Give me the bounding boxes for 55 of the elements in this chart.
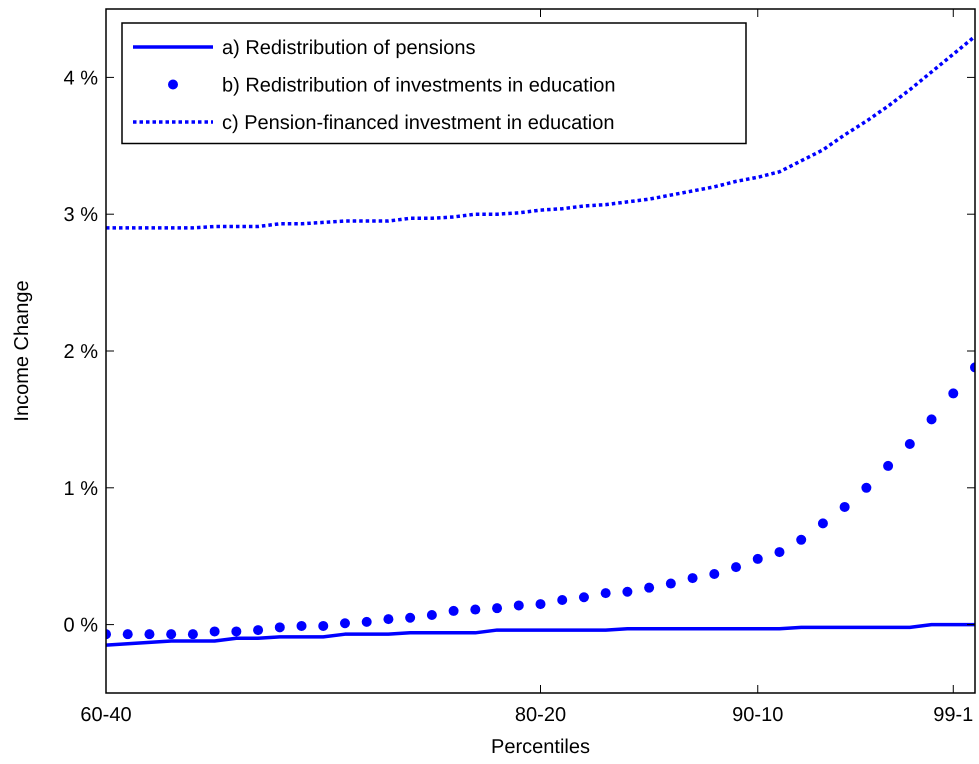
point <box>536 599 546 610</box>
point <box>470 604 480 615</box>
y-tick-label: 4 % <box>64 67 98 90</box>
point <box>666 578 676 589</box>
legend-label: a) Redistribution of pensions <box>222 37 476 59</box>
point <box>188 629 198 640</box>
y-tick-label: 3 % <box>64 204 98 226</box>
legend-label: b) Redistribution of investments in education <box>222 74 616 96</box>
y-tick-label: 1 % <box>64 478 98 500</box>
point <box>840 502 850 512</box>
x-axis-title: Percentiles <box>491 736 590 758</box>
y-tick-label: 2 % <box>64 341 98 363</box>
point <box>861 482 872 493</box>
line-series <box>106 622 975 647</box>
point <box>340 618 350 628</box>
y-tick-label: 0 % <box>64 614 98 637</box>
point <box>405 612 416 623</box>
point <box>122 629 133 640</box>
point <box>926 414 937 424</box>
point <box>514 600 524 610</box>
point <box>796 534 806 545</box>
line-series <box>106 34 975 230</box>
point <box>904 439 915 450</box>
point <box>709 568 720 579</box>
point <box>883 460 894 471</box>
point <box>426 610 437 620</box>
point <box>274 622 285 632</box>
point <box>448 606 459 616</box>
x-tick-label: 60-40 <box>80 704 132 726</box>
point <box>231 626 242 636</box>
point <box>253 625 264 636</box>
point <box>818 518 828 528</box>
point <box>774 547 784 558</box>
x-tick-label: 90-10 <box>732 704 784 726</box>
point <box>383 614 394 624</box>
point <box>600 588 611 598</box>
x-tick-label: 80-20 <box>514 704 566 726</box>
point <box>948 388 958 398</box>
point <box>731 562 742 572</box>
point <box>578 592 589 602</box>
point <box>318 620 328 631</box>
point <box>144 629 154 640</box>
point <box>296 620 307 631</box>
point <box>362 616 372 627</box>
point <box>622 586 632 597</box>
point <box>166 629 176 640</box>
x-tick-label: 99-1 <box>933 704 974 726</box>
point <box>644 582 654 593</box>
point <box>492 603 502 614</box>
y-axis-title: Income Change <box>11 280 33 422</box>
point <box>752 554 763 564</box>
point <box>210 626 220 636</box>
legend-label: c) Pension-financed investment in education <box>222 112 614 134</box>
point <box>688 573 698 584</box>
point <box>557 594 568 605</box>
